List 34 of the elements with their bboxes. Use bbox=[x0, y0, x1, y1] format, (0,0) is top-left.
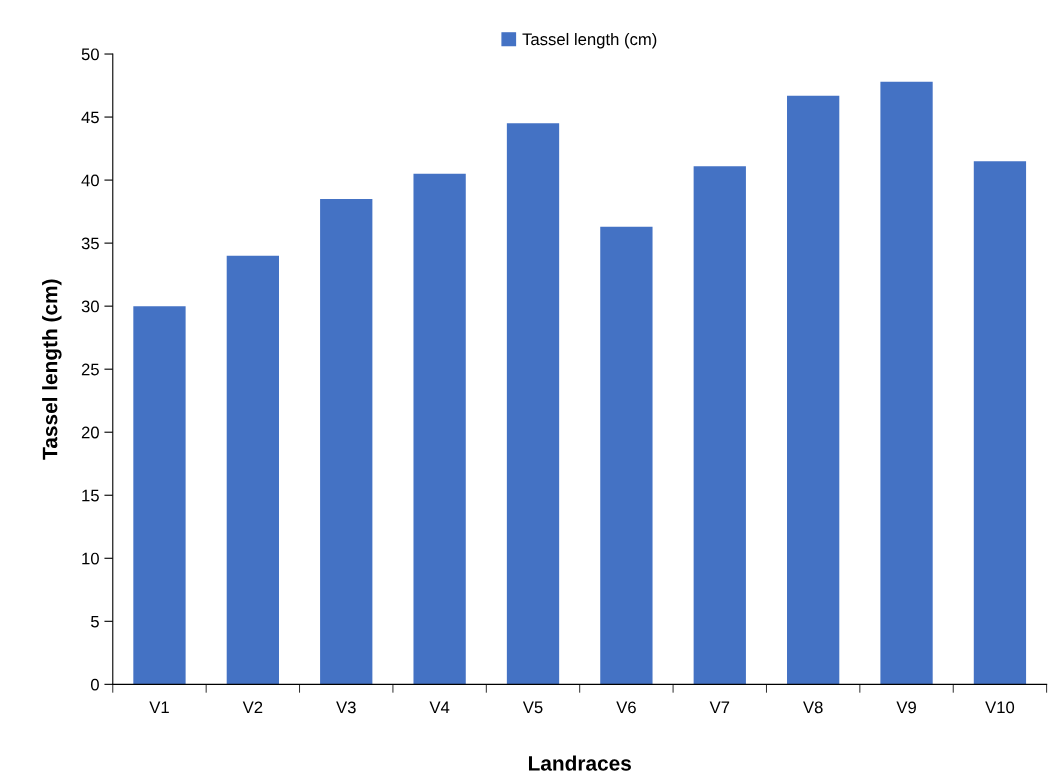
bar bbox=[600, 226, 653, 685]
y-tick-label: 35 bbox=[81, 237, 99, 250]
legend-label: Tassel length (cm) bbox=[522, 32, 657, 49]
y-tick-label: 40 bbox=[81, 174, 99, 187]
y-tick-label: 10 bbox=[82, 552, 99, 565]
x-tick-label: V6 bbox=[616, 701, 636, 714]
y-tick-label: 45 bbox=[81, 111, 99, 124]
y-tick-label: 50 bbox=[81, 48, 99, 61]
y-axis-title: Tassel length (cm) bbox=[42, 279, 62, 460]
y-tick-label: 25 bbox=[81, 363, 99, 376]
y-tick-label: 30 bbox=[81, 300, 99, 313]
y-tick-label: 20 bbox=[81, 426, 99, 439]
bar bbox=[880, 81, 933, 685]
x-tick-label: V1 bbox=[149, 701, 169, 714]
y-tick-label: 15 bbox=[82, 489, 99, 502]
x-tick-label: V7 bbox=[709, 701, 730, 714]
bar bbox=[226, 255, 279, 685]
bar bbox=[973, 161, 1027, 685]
x-tick-label: V10 bbox=[985, 701, 1015, 714]
bar bbox=[133, 306, 186, 685]
x-tick-label: V8 bbox=[803, 701, 823, 714]
x-tick-label: V4 bbox=[429, 701, 450, 714]
x-tick-label: V2 bbox=[242, 701, 263, 714]
bar bbox=[413, 173, 466, 685]
y-tick-label: 0 bbox=[90, 678, 99, 691]
x-tick-label: V5 bbox=[522, 701, 543, 714]
x-tick-label: V3 bbox=[336, 701, 356, 714]
x-tick-label: V9 bbox=[896, 701, 916, 714]
y-tick-label: 5 bbox=[90, 615, 99, 628]
bar bbox=[506, 123, 560, 685]
bar bbox=[787, 95, 840, 685]
x-axis-title: Landraces bbox=[528, 755, 631, 771]
bar bbox=[320, 199, 373, 685]
bar bbox=[693, 166, 746, 685]
